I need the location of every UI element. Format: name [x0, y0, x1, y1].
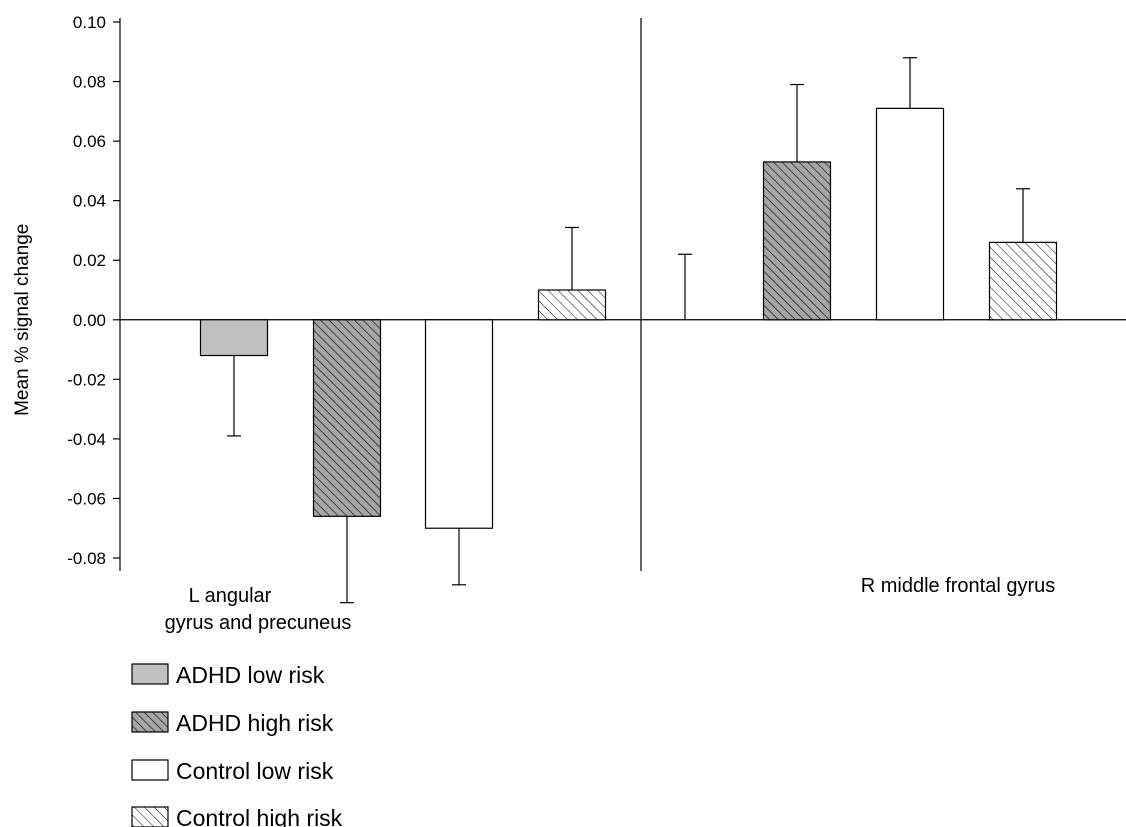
y-tick-label: -0.06 — [67, 489, 106, 508]
labels: 0.10 0.08 0.06 0.04 0.02 0.00 -0.02 -0.04 -0.06 -… — [12, 13, 1055, 634]
legend-swatch — [131, 759, 169, 781]
legend-label: ADHD high risk — [176, 710, 334, 736]
y-tick-label: 0.02 — [73, 251, 106, 270]
legend-label: Control low risk — [176, 758, 334, 784]
legend-swatch — [131, 806, 169, 827]
y-tick-label: -0.08 — [67, 549, 106, 568]
legend-swatch — [131, 663, 169, 685]
legend-label: Control high risk — [176, 805, 343, 827]
legend-label: ADHD low risk — [176, 662, 325, 688]
bar — [199, 319, 269, 357]
y-tick-label: 0.00 — [73, 311, 106, 330]
y-tick-label: -0.02 — [67, 370, 106, 389]
bar — [988, 241, 1058, 321]
bars — [199, 57, 1058, 604]
y-tick-label: 0.08 — [73, 73, 106, 92]
y-axis-label: Mean % signal change — [12, 224, 33, 416]
bar — [537, 289, 607, 321]
bar — [312, 319, 382, 517]
y-tick-label: 0.04 — [73, 192, 106, 211]
y-tick-label: 0.06 — [73, 132, 106, 151]
bar — [424, 319, 494, 529]
legend: ADHD low risk ADHD high risk Control low r… — [131, 662, 343, 827]
bar — [762, 161, 832, 321]
group-label: L angular — [189, 585, 272, 607]
legend-swatch — [131, 711, 169, 733]
y-tick-label: -0.04 — [67, 430, 106, 449]
group-label: R middle frontal gyrus — [861, 575, 1056, 597]
group-label: gyrus and precuneus — [165, 612, 352, 634]
y-tick-label: 0.10 — [73, 13, 106, 32]
bar — [875, 107, 945, 321]
axes — [113, 18, 1126, 571]
